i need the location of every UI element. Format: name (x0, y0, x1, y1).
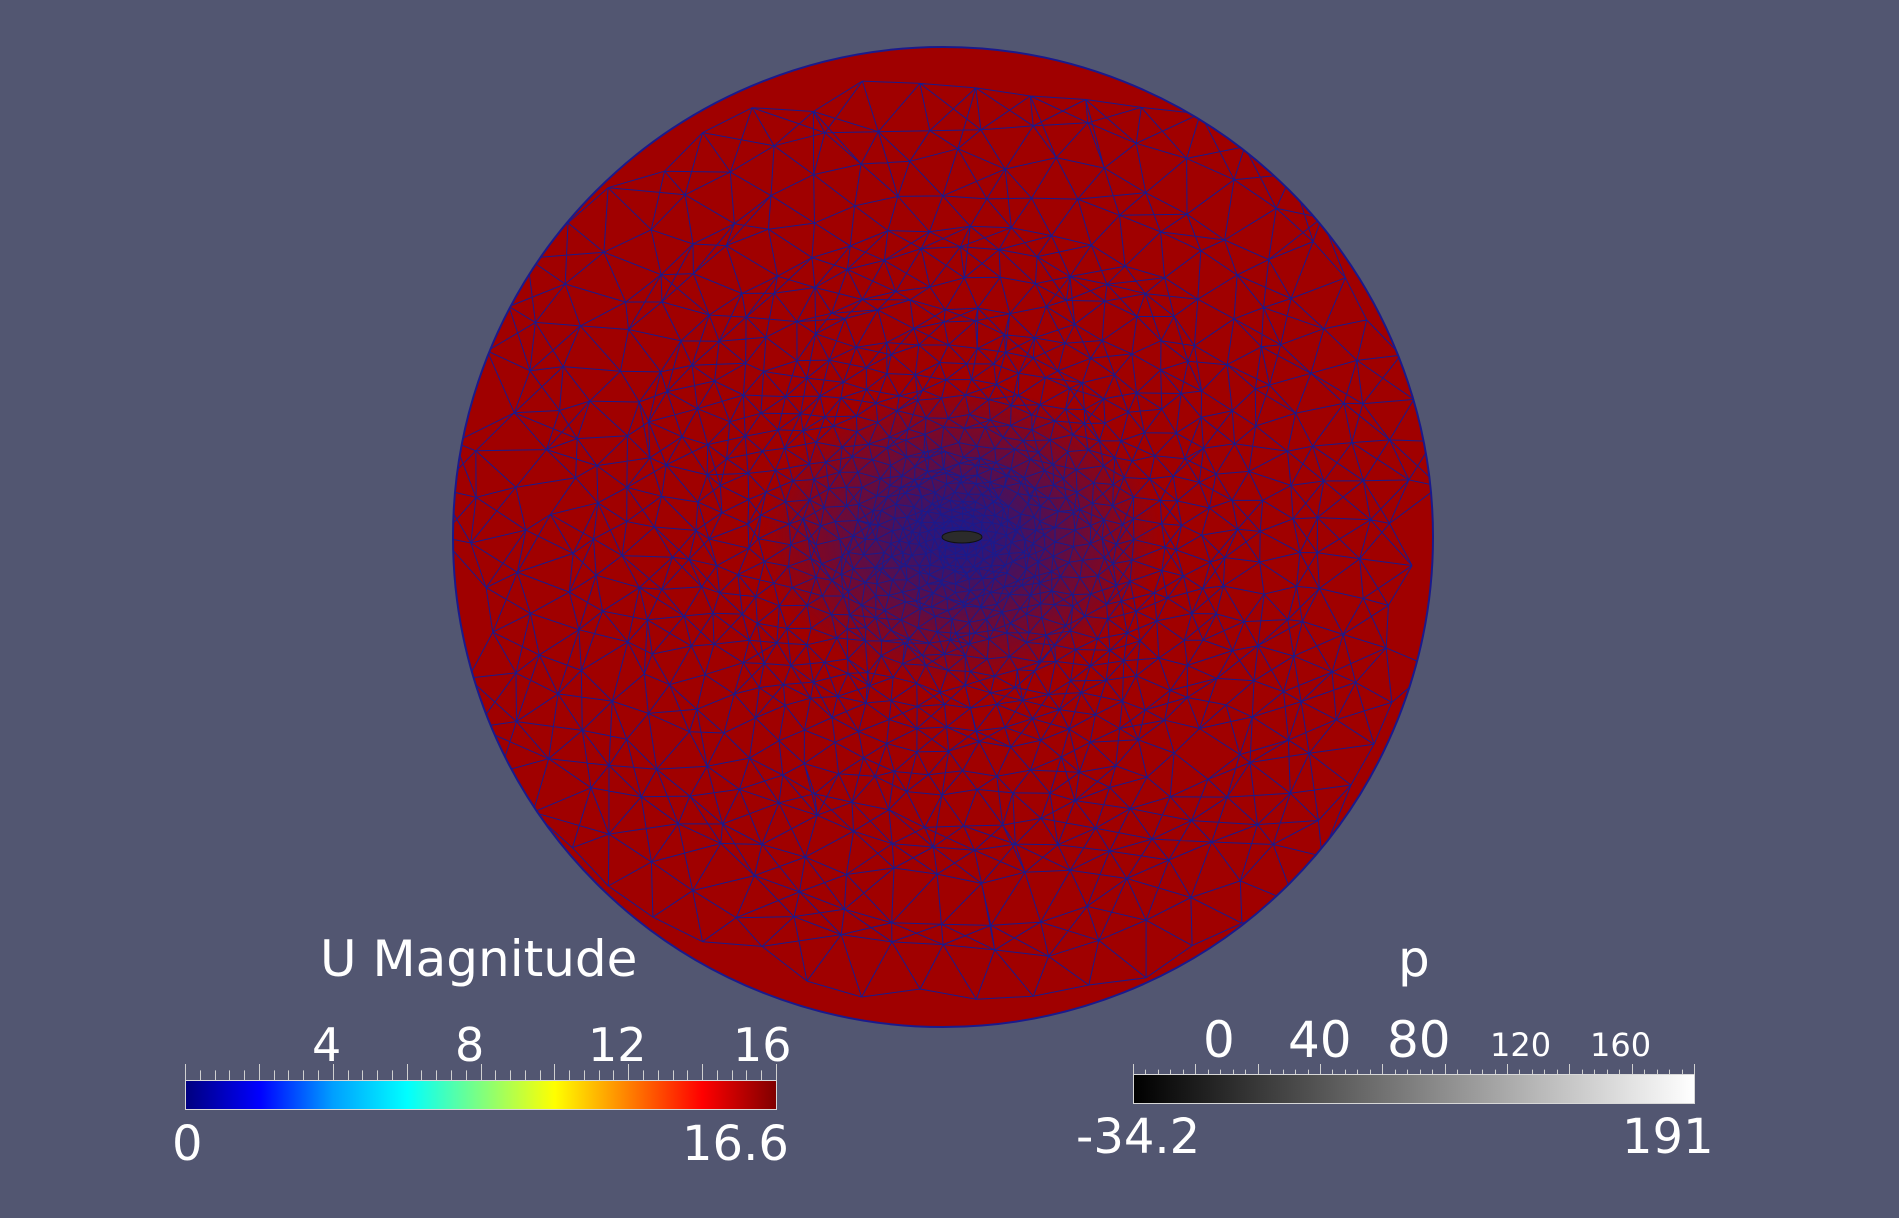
colorbar-p-tick-label: 0 (1203, 1011, 1235, 1069)
colorbar-p-title: p (1398, 930, 1430, 988)
colorbar-u-tick-label: 4 (312, 1018, 342, 1072)
colorbar-u-tick-label: 8 (455, 1018, 485, 1072)
colorbar-p-gradient (1133, 1074, 1695, 1104)
colorbar-u-ticks (185, 1064, 777, 1080)
colorbar-p-min-label: -34.2 (1076, 1109, 1201, 1165)
colorbar-u-gradient (185, 1080, 777, 1110)
colorbar-p-tick-label: 40 (1288, 1011, 1352, 1069)
body-object (941, 530, 983, 544)
colorbar-p-tick-label: 120 (1490, 1026, 1552, 1064)
colorbar-u-title: U Magnitude (320, 930, 638, 988)
colorbar-u-max-label: 16.6 (682, 1116, 789, 1172)
colorbar-u-tick-label: 12 (588, 1018, 647, 1072)
colorbar-u-tick-label: 16 (733, 1018, 792, 1072)
colorbar-u-min-label: 0 (172, 1116, 203, 1172)
colorbar-p-tick-label: 80 (1387, 1011, 1451, 1069)
colorbar-p-max-label: 191 (1622, 1109, 1714, 1165)
colorbar-p-tick-label: 160 (1590, 1026, 1652, 1064)
